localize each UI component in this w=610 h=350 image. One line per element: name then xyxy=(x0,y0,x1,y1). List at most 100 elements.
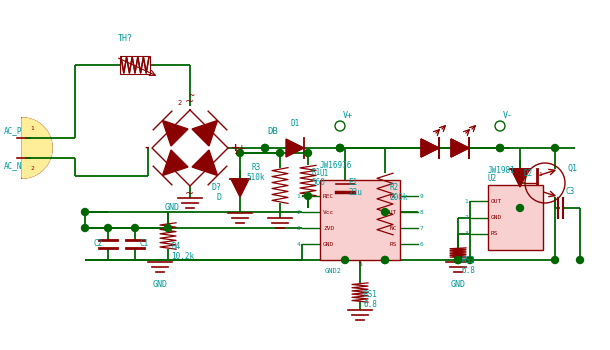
Text: OUT: OUT xyxy=(491,199,502,204)
Circle shape xyxy=(165,224,171,231)
Text: 1: 1 xyxy=(233,149,237,155)
Polygon shape xyxy=(451,139,469,157)
Text: D?
 D: D? D xyxy=(212,183,222,202)
Text: GND: GND xyxy=(491,215,502,220)
Text: +: + xyxy=(231,143,240,153)
Polygon shape xyxy=(162,150,188,175)
Text: NC: NC xyxy=(390,225,397,231)
Polygon shape xyxy=(421,139,439,157)
Circle shape xyxy=(337,145,343,152)
Circle shape xyxy=(262,145,268,152)
Text: RS1
6.8: RS1 6.8 xyxy=(364,290,378,309)
Text: JW1981: JW1981 xyxy=(488,166,515,175)
Circle shape xyxy=(262,145,268,152)
Text: GND: GND xyxy=(152,280,168,289)
Text: 8: 8 xyxy=(420,210,424,215)
Text: TH?: TH? xyxy=(118,34,132,43)
Bar xyxy=(120,56,150,74)
Text: C1: C1 xyxy=(140,239,149,248)
Circle shape xyxy=(576,257,584,264)
Text: OUT: OUT xyxy=(386,210,397,215)
Text: ZVD: ZVD xyxy=(323,225,334,231)
Text: V+: V+ xyxy=(343,111,353,120)
Circle shape xyxy=(497,145,503,152)
Text: 7: 7 xyxy=(420,225,424,231)
Text: E1
22u: E1 22u xyxy=(348,178,362,197)
Text: GND: GND xyxy=(323,241,334,246)
Text: ~: ~ xyxy=(185,189,195,199)
Text: DB: DB xyxy=(267,127,278,136)
Text: AC_N: AC_N xyxy=(4,161,23,170)
Text: 2: 2 xyxy=(178,100,182,106)
Text: 2: 2 xyxy=(464,215,468,220)
Text: D2: D2 xyxy=(524,169,533,178)
Circle shape xyxy=(237,149,243,156)
Text: 1: 1 xyxy=(538,172,542,176)
Polygon shape xyxy=(421,139,439,157)
Text: -: - xyxy=(145,143,149,153)
Text: +: + xyxy=(326,180,333,189)
Text: GND: GND xyxy=(165,203,179,212)
Text: C2: C2 xyxy=(94,239,103,248)
Text: 6: 6 xyxy=(420,241,424,246)
Circle shape xyxy=(467,257,473,264)
Circle shape xyxy=(132,224,138,231)
Text: 1: 1 xyxy=(464,199,468,204)
Polygon shape xyxy=(231,179,249,197)
Circle shape xyxy=(304,193,312,200)
Text: 2: 2 xyxy=(30,166,34,170)
Text: U2: U2 xyxy=(488,174,497,183)
Text: 3: 3 xyxy=(464,231,468,236)
Circle shape xyxy=(454,257,462,264)
Circle shape xyxy=(337,145,343,152)
Circle shape xyxy=(82,209,88,216)
Text: GND: GND xyxy=(451,280,465,289)
Text: JW16976: JW16976 xyxy=(320,161,353,170)
Polygon shape xyxy=(286,139,304,157)
Text: R1
560: R1 560 xyxy=(311,168,325,187)
Text: U1: U1 xyxy=(320,169,329,178)
Circle shape xyxy=(551,145,559,152)
Polygon shape xyxy=(192,150,218,175)
Circle shape xyxy=(381,209,389,216)
Polygon shape xyxy=(192,120,218,146)
Text: Vcc: Vcc xyxy=(323,210,334,215)
Polygon shape xyxy=(162,120,188,146)
Polygon shape xyxy=(22,118,52,178)
Text: 4: 4 xyxy=(296,241,300,246)
Circle shape xyxy=(497,145,503,152)
Text: 9: 9 xyxy=(420,194,424,198)
Circle shape xyxy=(381,257,389,264)
Circle shape xyxy=(104,224,112,231)
Circle shape xyxy=(82,224,88,231)
Circle shape xyxy=(551,257,559,264)
Text: R4
10.2k: R4 10.2k xyxy=(171,242,194,261)
Text: R2
200k: R2 200k xyxy=(389,183,407,202)
Circle shape xyxy=(342,257,348,264)
Circle shape xyxy=(517,204,523,211)
Circle shape xyxy=(454,257,462,264)
Text: Q1: Q1 xyxy=(567,163,577,173)
Circle shape xyxy=(276,149,284,156)
Text: RS2
6.8: RS2 6.8 xyxy=(462,256,476,275)
Text: 1: 1 xyxy=(30,126,34,131)
Text: REC: REC xyxy=(323,194,334,198)
Polygon shape xyxy=(511,169,529,187)
Text: V-: V- xyxy=(503,111,513,120)
Text: AC_P: AC_P xyxy=(4,126,23,135)
Text: NC: NC xyxy=(390,194,397,198)
Text: 3: 3 xyxy=(296,225,300,231)
Text: 2: 2 xyxy=(296,210,300,215)
Text: D1: D1 xyxy=(290,119,300,128)
Bar xyxy=(320,180,400,260)
Text: 1: 1 xyxy=(296,194,300,198)
Text: ~: ~ xyxy=(189,91,195,101)
Bar xyxy=(488,185,543,250)
Text: ~: ~ xyxy=(185,97,195,107)
Text: 5: 5 xyxy=(358,262,362,267)
Text: GND2: GND2 xyxy=(325,268,342,274)
Polygon shape xyxy=(451,139,469,157)
Text: RS: RS xyxy=(491,231,498,236)
Text: RS: RS xyxy=(390,241,397,246)
Text: C3: C3 xyxy=(565,187,574,196)
